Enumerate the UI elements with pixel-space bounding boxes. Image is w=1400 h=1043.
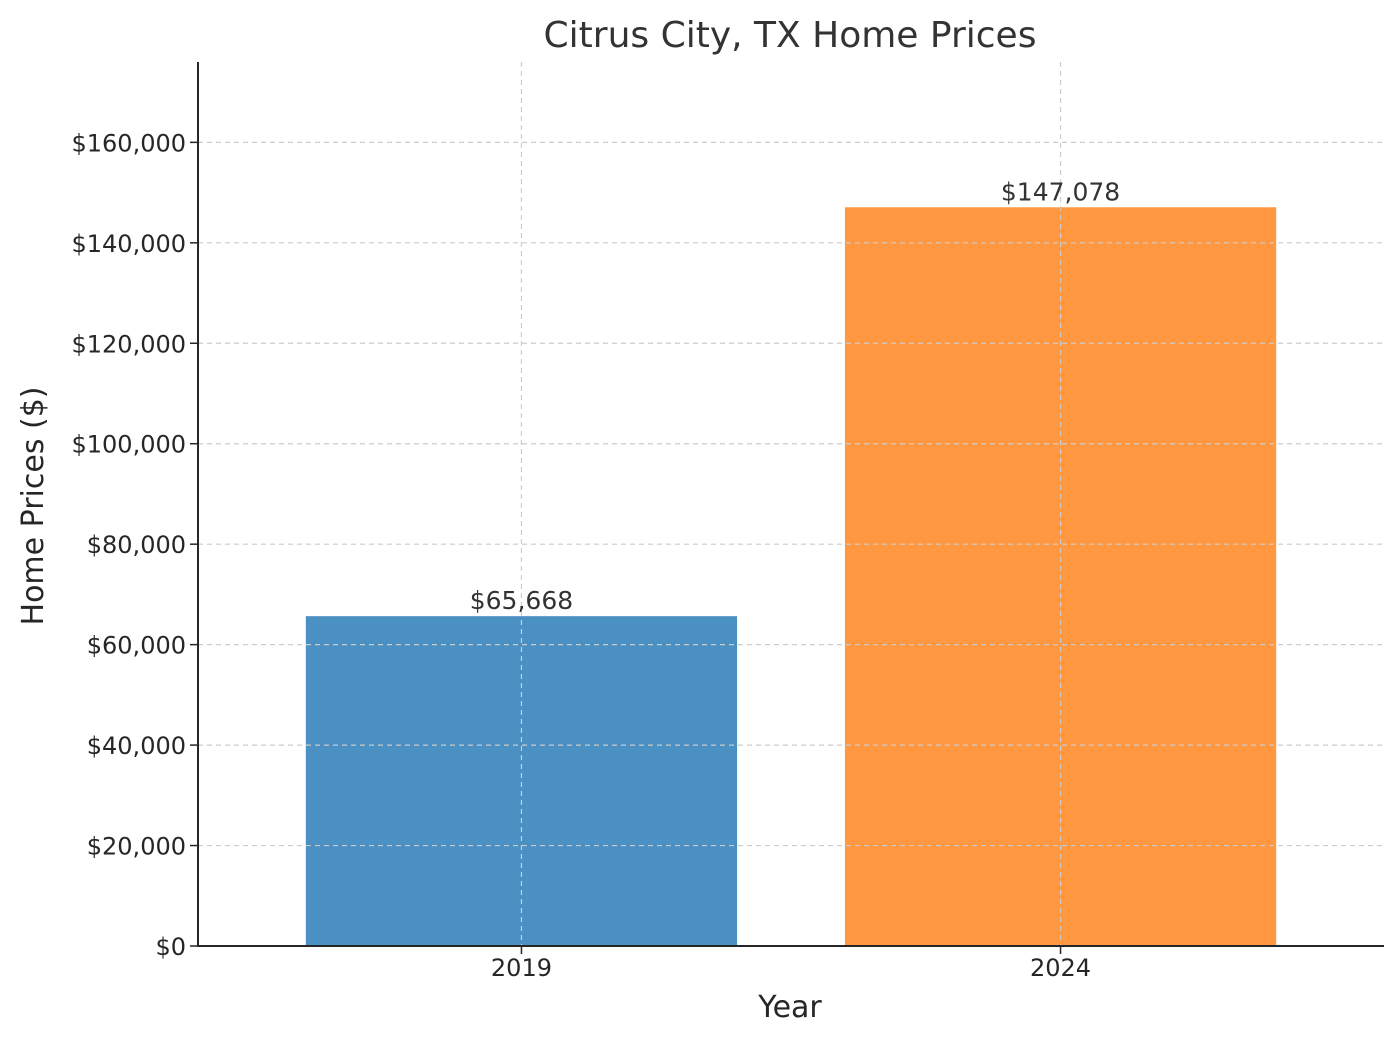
y-tick-label: $120,000 [71,330,186,358]
y-tick-label: $20,000 [87,833,186,861]
x-tick-label: 2024 [1030,954,1091,982]
chart-title: Citrus City, TX Home Prices [544,15,1037,56]
y-tick-label: $80,000 [87,531,186,559]
y-axis-title: Home Prices ($) [16,387,51,626]
y-tick-label: $0 [155,933,186,961]
x-axis-ticks: 2019 2024 [491,946,1091,982]
y-tick-label: $60,000 [87,632,186,660]
data-label: $65,668 [470,586,573,615]
x-axis-title: Year [757,990,822,1025]
data-labels: $65,668 $147,078 [470,177,1120,615]
x-tick-label: 2019 [491,954,552,982]
y-tick-label: $40,000 [87,732,186,760]
grid [198,62,1384,946]
bars [305,207,1277,946]
y-tick-label: $100,000 [71,431,186,459]
y-tick-label: $160,000 [71,129,186,157]
data-label: $147,078 [1001,177,1120,206]
y-axis-ticks: $0 $20,000 $40,000 $60,000 $80,000 $100,000 $1… [71,129,198,961]
y-tick-label: $140,000 [71,230,186,258]
